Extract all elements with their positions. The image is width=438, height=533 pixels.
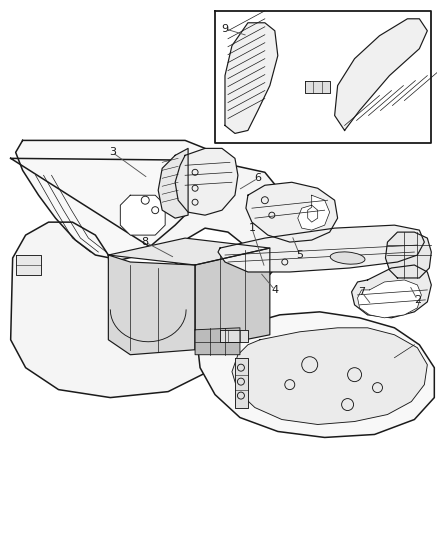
Polygon shape [108, 238, 270, 265]
Polygon shape [195, 248, 270, 350]
Polygon shape [232, 328, 427, 424]
Text: 8: 8 [141, 237, 149, 247]
Polygon shape [235, 358, 248, 408]
Text: 7: 7 [358, 287, 365, 297]
Text: 1: 1 [248, 223, 255, 233]
Text: 4: 4 [271, 285, 279, 295]
Polygon shape [298, 195, 330, 230]
Polygon shape [215, 11, 431, 143]
Polygon shape [335, 19, 427, 131]
Text: 3: 3 [109, 147, 116, 157]
Polygon shape [220, 330, 248, 342]
Polygon shape [246, 182, 338, 242]
Polygon shape [175, 148, 238, 215]
Ellipse shape [330, 252, 365, 264]
Polygon shape [196, 312, 434, 438]
Polygon shape [225, 23, 278, 133]
Polygon shape [357, 280, 421, 318]
Polygon shape [108, 255, 195, 355]
Polygon shape [195, 328, 240, 355]
Polygon shape [120, 195, 165, 235]
Polygon shape [11, 158, 290, 398]
Polygon shape [16, 255, 41, 275]
Polygon shape [158, 148, 188, 218]
Text: 9: 9 [222, 24, 229, 34]
Text: 6: 6 [254, 173, 261, 183]
Polygon shape [305, 80, 330, 93]
Polygon shape [385, 232, 431, 278]
Polygon shape [218, 225, 424, 272]
Text: 5: 5 [296, 250, 303, 260]
Text: 2: 2 [414, 295, 421, 305]
Polygon shape [16, 140, 210, 260]
Polygon shape [352, 265, 431, 318]
